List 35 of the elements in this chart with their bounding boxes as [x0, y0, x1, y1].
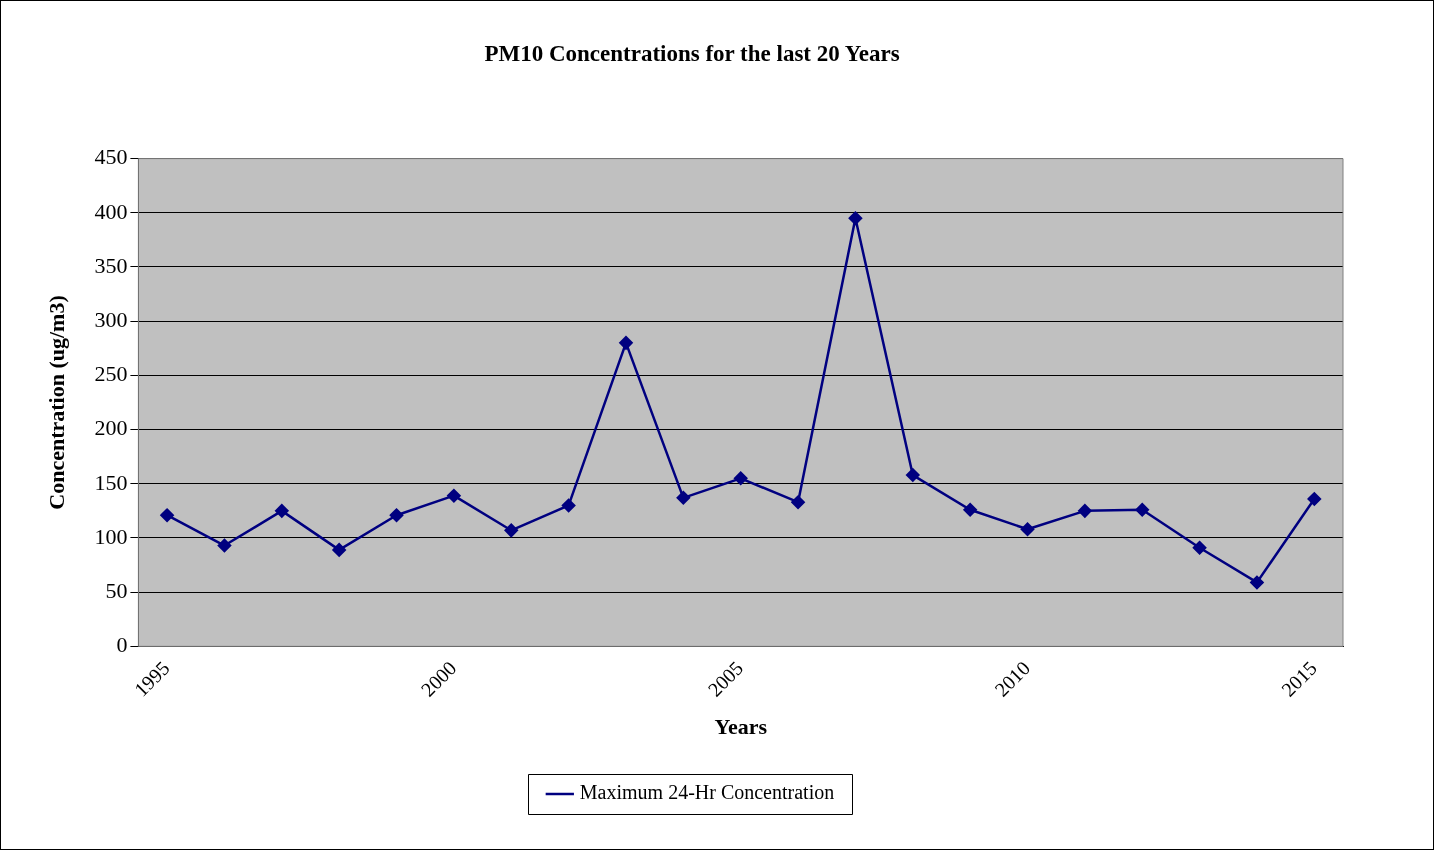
y-tick-label: 100 — [94, 523, 128, 549]
point — [906, 468, 920, 482]
point — [217, 538, 232, 553]
point — [447, 488, 461, 503]
y-tick-label: 0 — [116, 632, 128, 658]
y-tick-label: 250 — [94, 361, 128, 387]
point — [963, 503, 977, 517]
point — [619, 336, 633, 350]
y-tick-label: 50 — [105, 577, 128, 603]
point — [1250, 575, 1264, 590]
legend-label: Maximum 24-Hr Concentration — [579, 781, 835, 804]
chart-title: PM10 Concentrations for the last 20 Years — [484, 40, 900, 66]
point — [1192, 540, 1207, 555]
y-tick-label: 400 — [94, 198, 128, 224]
point — [275, 504, 289, 518]
point — [160, 508, 174, 522]
point — [676, 491, 691, 505]
point — [1307, 492, 1322, 506]
y-tick-label: 350 — [94, 252, 128, 278]
y-tick-label: 150 — [94, 469, 128, 495]
point — [389, 508, 404, 522]
point — [561, 498, 576, 513]
point — [1020, 522, 1035, 537]
point — [332, 543, 346, 557]
point — [1078, 504, 1092, 518]
point — [504, 523, 518, 538]
x-axis-title: Years — [714, 714, 768, 740]
point — [733, 471, 748, 486]
y-tick-label: 200 — [94, 415, 128, 441]
y-axis-title: Concentration (ug/m3) — [43, 295, 69, 510]
y-tick-label: 450 — [94, 144, 128, 170]
point — [848, 211, 863, 225]
y-tick-label: 300 — [94, 306, 128, 332]
point — [791, 495, 805, 509]
point — [1135, 503, 1149, 517]
